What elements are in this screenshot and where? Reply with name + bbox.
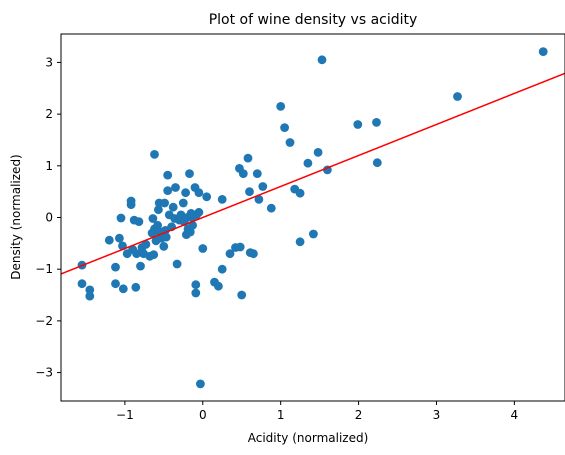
y-tick-label: 0 xyxy=(45,211,53,225)
data-point xyxy=(118,284,128,294)
data-point xyxy=(453,92,462,101)
y-tick-label: 2 xyxy=(45,107,53,121)
y-tick-label: −3 xyxy=(35,366,53,380)
data-point xyxy=(168,202,178,212)
data-point xyxy=(171,183,180,192)
data-point xyxy=(372,118,381,127)
data-point xyxy=(149,250,159,260)
chart-title: Plot of wine density vs acidity xyxy=(209,12,418,28)
data-point xyxy=(178,198,188,208)
data-point xyxy=(163,170,173,180)
data-point xyxy=(285,138,295,147)
data-point xyxy=(254,195,264,204)
data-point xyxy=(372,158,382,168)
data-point xyxy=(126,200,136,210)
data-point xyxy=(538,47,548,56)
data-point xyxy=(295,237,305,247)
data-point xyxy=(185,169,194,179)
data-point xyxy=(111,279,120,289)
data-point xyxy=(131,282,141,292)
data-point xyxy=(104,235,114,245)
data-point xyxy=(141,240,151,249)
x-tick-label: −1 xyxy=(116,408,134,422)
y-tick-label: 1 xyxy=(45,159,53,173)
data-point xyxy=(214,281,223,291)
data-point xyxy=(159,242,169,251)
x-tick-label: 3 xyxy=(433,408,441,422)
data-point xyxy=(160,198,170,208)
data-point xyxy=(185,227,195,237)
x-tick-label: 1 xyxy=(277,408,285,422)
data-point xyxy=(313,148,323,157)
data-point xyxy=(148,214,158,223)
x-tick-label: 4 xyxy=(511,408,519,422)
data-point xyxy=(245,187,254,197)
data-point xyxy=(153,220,163,230)
data-point xyxy=(85,285,95,295)
plot-area xyxy=(61,47,565,389)
y-tick-label: −2 xyxy=(35,314,53,328)
data-point xyxy=(252,169,262,179)
x-tick-label: 2 xyxy=(355,408,363,422)
data-point xyxy=(237,290,247,300)
data-point xyxy=(235,242,245,252)
data-point xyxy=(181,188,191,198)
x-axis: −1 0 1 2 3 4 xyxy=(116,401,518,422)
x-axis-label: Acidity (normalized) xyxy=(248,431,369,445)
data-point xyxy=(309,229,318,239)
data-point xyxy=(115,233,124,243)
data-point xyxy=(266,203,276,213)
data-point xyxy=(191,288,201,298)
data-point xyxy=(150,150,159,159)
data-point xyxy=(238,169,248,179)
data-point xyxy=(317,55,327,65)
data-point xyxy=(295,188,305,198)
data-point xyxy=(134,217,144,227)
data-point xyxy=(196,379,205,389)
data-point xyxy=(161,232,171,242)
data-point xyxy=(194,207,204,217)
data-point xyxy=(163,186,173,196)
data-point xyxy=(258,182,268,191)
data-point xyxy=(217,195,227,204)
data-point xyxy=(116,213,126,223)
data-point xyxy=(85,291,95,301)
data-point xyxy=(202,192,212,202)
y-axis: −3 −2 −1 0 1 2 3 xyxy=(35,55,61,380)
data-point xyxy=(225,249,235,259)
data-point xyxy=(280,123,289,132)
data-point xyxy=(172,259,182,269)
y-tick-label: 3 xyxy=(45,55,53,69)
data-point xyxy=(132,249,142,259)
y-tick-label: −1 xyxy=(35,262,53,276)
data-point xyxy=(77,279,87,289)
data-point xyxy=(136,261,145,271)
data-point xyxy=(353,120,363,129)
regression-line xyxy=(61,72,565,275)
data-point xyxy=(303,158,313,168)
data-point xyxy=(198,244,208,253)
data-point xyxy=(217,264,227,274)
data-point xyxy=(191,280,201,290)
data-point xyxy=(194,188,204,198)
data-point xyxy=(154,205,163,215)
x-tick-label: 0 xyxy=(199,408,207,422)
y-axis-label: Density (normalized) xyxy=(9,154,23,279)
data-point xyxy=(249,249,258,259)
data-point xyxy=(276,102,286,111)
data-point xyxy=(111,262,120,272)
data-point xyxy=(243,153,253,163)
